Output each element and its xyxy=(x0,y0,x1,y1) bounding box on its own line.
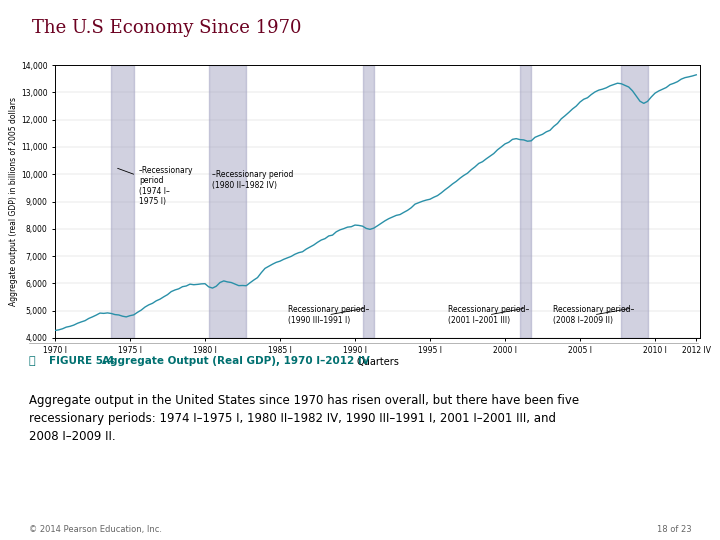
Text: Recessionary period–
(1990 III–1991 I): Recessionary period– (1990 III–1991 I) xyxy=(287,305,369,325)
Text: Aggregate Output (Real GDP), 1970 I–2012 IV: Aggregate Output (Real GDP), 1970 I–2012… xyxy=(102,356,369,367)
Bar xyxy=(621,65,647,338)
Text: Aggregate output in the United States since 1970 has risen overall, but there ha: Aggregate output in the United States si… xyxy=(29,394,579,443)
Text: –Recessionary period
(1980 II–1982 IV): –Recessionary period (1980 II–1982 IV) xyxy=(212,170,294,190)
Text: 18 of 23: 18 of 23 xyxy=(657,524,691,534)
Text: The U.S Economy Since 1970: The U.S Economy Since 1970 xyxy=(32,19,302,37)
Bar xyxy=(520,65,531,338)
Text: © 2014 Pearson Education, Inc.: © 2014 Pearson Education, Inc. xyxy=(29,524,162,534)
Bar xyxy=(112,65,134,338)
Text: Recessionary period–
(2001 I–2001 III): Recessionary period– (2001 I–2001 III) xyxy=(448,305,529,325)
Text: Recessionary period–
(2008 I–2009 II): Recessionary period– (2008 I–2009 II) xyxy=(553,305,634,325)
Text: ⓘ: ⓘ xyxy=(29,356,35,367)
Bar xyxy=(362,65,374,338)
X-axis label: Quarters: Quarters xyxy=(356,357,399,367)
Y-axis label: Aggregate output (real GDP) in billions of 2005 dollars: Aggregate output (real GDP) in billions … xyxy=(9,97,18,306)
Text: –Recessionary
period
(1974 I–
1975 I): –Recessionary period (1974 I– 1975 I) xyxy=(117,166,194,206)
Bar xyxy=(209,65,246,338)
Text: FIGURE 5.4: FIGURE 5.4 xyxy=(49,356,122,367)
